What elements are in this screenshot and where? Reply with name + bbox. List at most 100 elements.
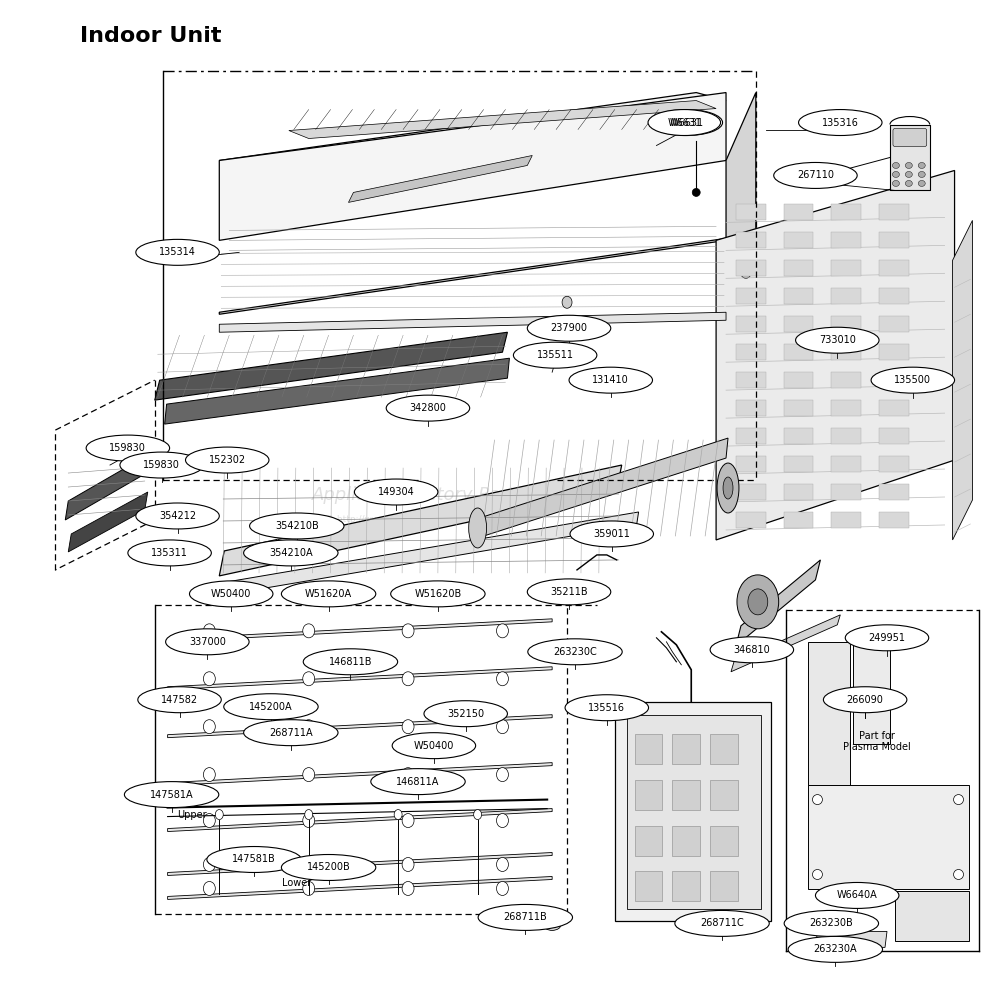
FancyBboxPatch shape xyxy=(831,456,860,472)
FancyBboxPatch shape xyxy=(634,780,662,810)
Text: 135316: 135316 xyxy=(821,118,858,128)
Ellipse shape xyxy=(203,858,215,871)
Ellipse shape xyxy=(302,881,314,895)
Ellipse shape xyxy=(815,882,898,908)
FancyBboxPatch shape xyxy=(783,484,813,500)
Polygon shape xyxy=(154,332,507,400)
FancyBboxPatch shape xyxy=(878,372,908,388)
Ellipse shape xyxy=(185,447,268,473)
Text: 352150: 352150 xyxy=(446,709,484,719)
Polygon shape xyxy=(167,763,552,786)
Ellipse shape xyxy=(203,814,215,828)
Ellipse shape xyxy=(189,581,272,607)
Text: 346810: 346810 xyxy=(733,645,769,655)
Ellipse shape xyxy=(905,162,911,168)
Text: 266090: 266090 xyxy=(846,695,883,705)
Ellipse shape xyxy=(302,720,314,734)
Text: 147581B: 147581B xyxy=(232,854,275,864)
FancyBboxPatch shape xyxy=(736,232,765,248)
Ellipse shape xyxy=(402,858,414,871)
Text: 152302: 152302 xyxy=(209,455,246,465)
Ellipse shape xyxy=(124,782,219,808)
Polygon shape xyxy=(219,238,726,314)
FancyBboxPatch shape xyxy=(831,428,860,444)
FancyBboxPatch shape xyxy=(736,400,765,416)
FancyBboxPatch shape xyxy=(672,826,700,856)
Ellipse shape xyxy=(674,910,768,936)
Ellipse shape xyxy=(302,768,314,782)
Ellipse shape xyxy=(513,342,596,368)
Circle shape xyxy=(692,188,700,196)
Ellipse shape xyxy=(402,672,414,686)
Ellipse shape xyxy=(215,810,223,820)
Ellipse shape xyxy=(392,733,475,759)
Ellipse shape xyxy=(402,814,414,828)
FancyBboxPatch shape xyxy=(710,734,738,764)
Polygon shape xyxy=(288,101,716,139)
Text: W6640A: W6640A xyxy=(836,890,877,900)
FancyBboxPatch shape xyxy=(710,871,738,901)
FancyBboxPatch shape xyxy=(831,484,860,500)
Ellipse shape xyxy=(823,687,906,713)
FancyBboxPatch shape xyxy=(878,400,908,416)
Text: 359011: 359011 xyxy=(592,529,629,539)
Ellipse shape xyxy=(496,768,508,782)
Ellipse shape xyxy=(710,637,793,663)
Ellipse shape xyxy=(905,171,911,177)
FancyBboxPatch shape xyxy=(831,232,860,248)
Text: 146811A: 146811A xyxy=(396,777,439,787)
FancyBboxPatch shape xyxy=(831,400,860,416)
Text: 135511: 135511 xyxy=(536,350,574,360)
Ellipse shape xyxy=(892,180,899,186)
Text: 135311: 135311 xyxy=(151,548,188,558)
Text: 268711C: 268711C xyxy=(700,918,744,928)
FancyBboxPatch shape xyxy=(783,372,813,388)
Polygon shape xyxy=(167,619,552,642)
Text: Indoor Unit: Indoor Unit xyxy=(81,26,222,46)
Ellipse shape xyxy=(747,589,767,615)
Text: Upper: Upper xyxy=(177,810,206,820)
FancyBboxPatch shape xyxy=(783,400,813,416)
Polygon shape xyxy=(219,312,726,332)
Text: 342800: 342800 xyxy=(410,403,446,413)
FancyBboxPatch shape xyxy=(736,484,765,500)
FancyBboxPatch shape xyxy=(878,512,908,528)
Ellipse shape xyxy=(496,720,508,734)
Circle shape xyxy=(812,795,822,805)
Text: 237900: 237900 xyxy=(550,323,586,333)
Text: 354210B: 354210B xyxy=(274,521,318,531)
Ellipse shape xyxy=(138,687,221,713)
Ellipse shape xyxy=(303,649,398,675)
Polygon shape xyxy=(167,667,552,690)
FancyBboxPatch shape xyxy=(831,316,860,332)
Text: 135500: 135500 xyxy=(894,375,930,385)
Text: 263230B: 263230B xyxy=(809,918,853,928)
FancyBboxPatch shape xyxy=(710,826,738,856)
Ellipse shape xyxy=(569,367,652,393)
Text: 131410: 131410 xyxy=(591,375,628,385)
Ellipse shape xyxy=(496,672,508,686)
Ellipse shape xyxy=(302,672,314,686)
Ellipse shape xyxy=(207,847,301,872)
Ellipse shape xyxy=(892,162,899,168)
Text: 147581A: 147581A xyxy=(150,790,193,800)
Ellipse shape xyxy=(120,452,203,478)
Ellipse shape xyxy=(302,858,314,871)
FancyBboxPatch shape xyxy=(672,780,700,810)
FancyBboxPatch shape xyxy=(878,456,908,472)
Ellipse shape xyxy=(394,810,402,820)
Circle shape xyxy=(952,869,962,879)
FancyBboxPatch shape xyxy=(783,232,813,248)
FancyBboxPatch shape xyxy=(878,288,908,304)
Polygon shape xyxy=(726,93,755,314)
FancyBboxPatch shape xyxy=(710,780,738,810)
FancyBboxPatch shape xyxy=(831,260,860,276)
Ellipse shape xyxy=(478,904,572,930)
Ellipse shape xyxy=(892,171,899,177)
Text: W50400: W50400 xyxy=(211,589,251,599)
FancyBboxPatch shape xyxy=(736,512,765,528)
Ellipse shape xyxy=(386,395,469,421)
Text: 149304: 149304 xyxy=(378,487,414,497)
FancyBboxPatch shape xyxy=(783,288,813,304)
Ellipse shape xyxy=(402,720,414,734)
